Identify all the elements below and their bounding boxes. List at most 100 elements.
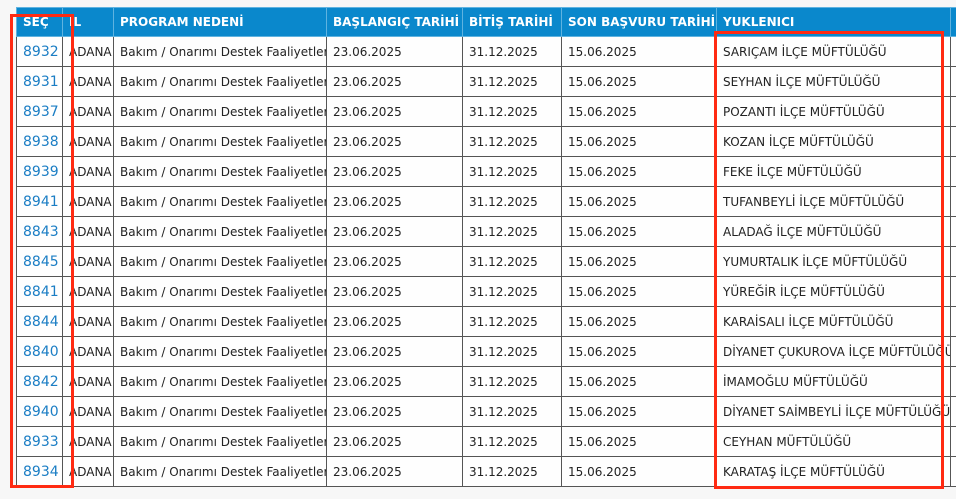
contractor-cell: DİYANET ÇUKUROVA İLÇE MÜFTÜLÜĞÜ xyxy=(716,336,951,367)
header-program[interactable]: PROGRAM NEDENİ xyxy=(113,7,327,37)
end-date-cell: 31.12.2025 xyxy=(462,306,562,337)
extra-cell xyxy=(950,426,956,457)
contractor-cell: SEYHAN İLÇE MÜFTÜLÜĞÜ xyxy=(716,66,951,97)
contractor-cell: KARAİSALI İLÇE MÜFTÜLÜĞÜ xyxy=(716,306,951,337)
header-sec[interactable]: SEÇ xyxy=(16,7,63,37)
table-row: 8940 ADANA Bakım / Onarımı Destek Faaliyet… xyxy=(16,396,956,427)
province-cell: ADANA xyxy=(62,66,114,97)
province-cell: ADANA xyxy=(62,456,114,487)
contractor-cell: YUMURTALIK İLÇE MÜFTÜLÜĞÜ xyxy=(716,246,951,277)
header-il[interactable]: İL xyxy=(62,7,114,37)
select-link[interactable]: 8842 xyxy=(16,366,63,397)
end-date-cell: 31.12.2025 xyxy=(462,456,562,487)
province-cell: ADANA xyxy=(62,366,114,397)
end-date-cell: 31.12.2025 xyxy=(462,96,562,127)
deadline-cell: 15.06.2025 xyxy=(561,306,717,337)
start-date-cell: 23.06.2025 xyxy=(326,426,463,457)
province-cell: ADANA xyxy=(62,126,114,157)
province-cell: ADANA xyxy=(62,396,114,427)
province-cell: ADANA xyxy=(62,246,114,277)
header-start-date[interactable]: BAŞLANGIÇ TARİHİ xyxy=(326,7,463,37)
extra-cell xyxy=(950,96,956,127)
start-date-cell: 23.06.2025 xyxy=(326,126,463,157)
deadline-cell: 15.06.2025 xyxy=(561,336,717,367)
end-date-cell: 31.12.2025 xyxy=(462,66,562,97)
contractor-cell: FEKE İLÇE MÜFTÜLÜĞÜ xyxy=(716,156,951,187)
contractor-cell: YÜREĞİR İLÇE MÜFTÜLÜĞÜ xyxy=(716,276,951,307)
province-cell: ADANA xyxy=(62,186,114,217)
deadline-cell: 15.06.2025 xyxy=(561,36,717,67)
extra-cell xyxy=(950,126,956,157)
select-link[interactable]: 8940 xyxy=(16,396,63,427)
deadline-cell: 15.06.2025 xyxy=(561,426,717,457)
select-link[interactable]: 8931 xyxy=(16,66,63,97)
deadline-cell: 15.06.2025 xyxy=(561,66,717,97)
deadline-cell: 15.06.2025 xyxy=(561,186,717,217)
table-row: 8938 ADANA Bakım / Onarımı Destek Faaliyet… xyxy=(16,126,956,157)
table-row: 8933 ADANA Bakım / Onarımı Destek Faaliyet… xyxy=(16,426,956,457)
start-date-cell: 23.06.2025 xyxy=(326,306,463,337)
select-link[interactable]: 8844 xyxy=(16,306,63,337)
contractor-cell: KARATAŞ İLÇE MÜFTÜLÜĞÜ xyxy=(716,456,951,487)
province-cell: ADANA xyxy=(62,96,114,127)
select-link[interactable]: 8933 xyxy=(16,426,63,457)
contractor-cell: CEYHAN MÜFTÜLÜĞÜ xyxy=(716,426,951,457)
program-cell: Bakım / Onarımı Destek Faaliyetleri xyxy=(113,246,327,277)
deadline-cell: 15.06.2025 xyxy=(561,276,717,307)
select-link[interactable]: 8843 xyxy=(16,216,63,247)
extra-cell xyxy=(950,36,956,67)
start-date-cell: 23.06.2025 xyxy=(326,276,463,307)
province-cell: ADANA xyxy=(62,276,114,307)
deadline-cell: 15.06.2025 xyxy=(561,396,717,427)
extra-cell xyxy=(950,216,956,247)
start-date-cell: 23.06.2025 xyxy=(326,96,463,127)
start-date-cell: 23.06.2025 xyxy=(326,336,463,367)
contractor-cell: KOZAN İLÇE MÜFTÜLÜĞÜ xyxy=(716,126,951,157)
select-link[interactable]: 8841 xyxy=(16,276,63,307)
end-date-cell: 31.12.2025 xyxy=(462,216,562,247)
table-row: 8845 ADANA Bakım / Onarımı Destek Faaliyet… xyxy=(16,246,956,277)
contractor-cell: TUFANBEYLİ İLÇE MÜFTÜLÜĞÜ xyxy=(716,186,951,217)
province-cell: ADANA xyxy=(62,36,114,67)
select-link[interactable]: 8934 xyxy=(16,456,63,487)
end-date-cell: 31.12.2025 xyxy=(462,126,562,157)
program-cell: Bakım / Onarımı Destek Faaliyetleri xyxy=(113,396,327,427)
table-row: 8937 ADANA Bakım / Onarımı Destek Faaliyet… xyxy=(16,96,956,127)
select-link[interactable]: 8938 xyxy=(16,126,63,157)
select-link[interactable]: 8845 xyxy=(16,246,63,277)
extra-cell xyxy=(950,456,956,487)
end-date-cell: 31.12.2025 xyxy=(462,246,562,277)
province-cell: ADANA xyxy=(62,426,114,457)
table-header-row: SEÇ İL PROGRAM NEDENİ BAŞLANGIÇ TARİHİ B… xyxy=(16,7,956,37)
select-link[interactable]: 8840 xyxy=(16,336,63,367)
select-link[interactable]: 8939 xyxy=(16,156,63,187)
deadline-cell: 15.06.2025 xyxy=(561,366,717,397)
end-date-cell: 31.12.2025 xyxy=(462,186,562,217)
contractor-cell: İMAMOĞLU MÜFTÜLÜĞÜ xyxy=(716,366,951,397)
header-contractor[interactable]: YUKLENICI xyxy=(716,7,951,37)
extra-cell xyxy=(950,66,956,97)
table-row: 8934 ADANA Bakım / Onarımı Destek Faaliyet… xyxy=(16,456,956,487)
start-date-cell: 23.06.2025 xyxy=(326,456,463,487)
deadline-cell: 15.06.2025 xyxy=(561,156,717,187)
end-date-cell: 31.12.2025 xyxy=(462,426,562,457)
select-link[interactable]: 8937 xyxy=(16,96,63,127)
header-deadline[interactable]: SON BAŞVURU TARİHİ xyxy=(561,7,717,37)
select-link[interactable]: 8941 xyxy=(16,186,63,217)
select-link[interactable]: 8932 xyxy=(16,36,63,67)
table-row: 8843 ADANA Bakım / Onarımı Destek Faaliyet… xyxy=(16,216,956,247)
program-cell: Bakım / Onarımı Destek Faaliyetleri xyxy=(113,306,327,337)
extra-cell xyxy=(950,276,956,307)
extra-cell xyxy=(950,156,956,187)
start-date-cell: 23.06.2025 xyxy=(326,396,463,427)
program-cell: Bakım / Onarımı Destek Faaliyetleri xyxy=(113,426,327,457)
contractor-cell: DİYANET SAİMBEYLİ İLÇE MÜFTÜLÜĞÜ xyxy=(716,396,951,427)
deadline-cell: 15.06.2025 xyxy=(561,96,717,127)
program-cell: Bakım / Onarımı Destek Faaliyetleri xyxy=(113,366,327,397)
end-date-cell: 31.12.2025 xyxy=(462,36,562,67)
program-cell: Bakım / Onarımı Destek Faaliyetleri xyxy=(113,336,327,367)
header-extra xyxy=(950,7,956,37)
deadline-cell: 15.06.2025 xyxy=(561,246,717,277)
header-end-date[interactable]: BİTİŞ TARİHİ xyxy=(462,7,562,37)
province-cell: ADANA xyxy=(62,156,114,187)
